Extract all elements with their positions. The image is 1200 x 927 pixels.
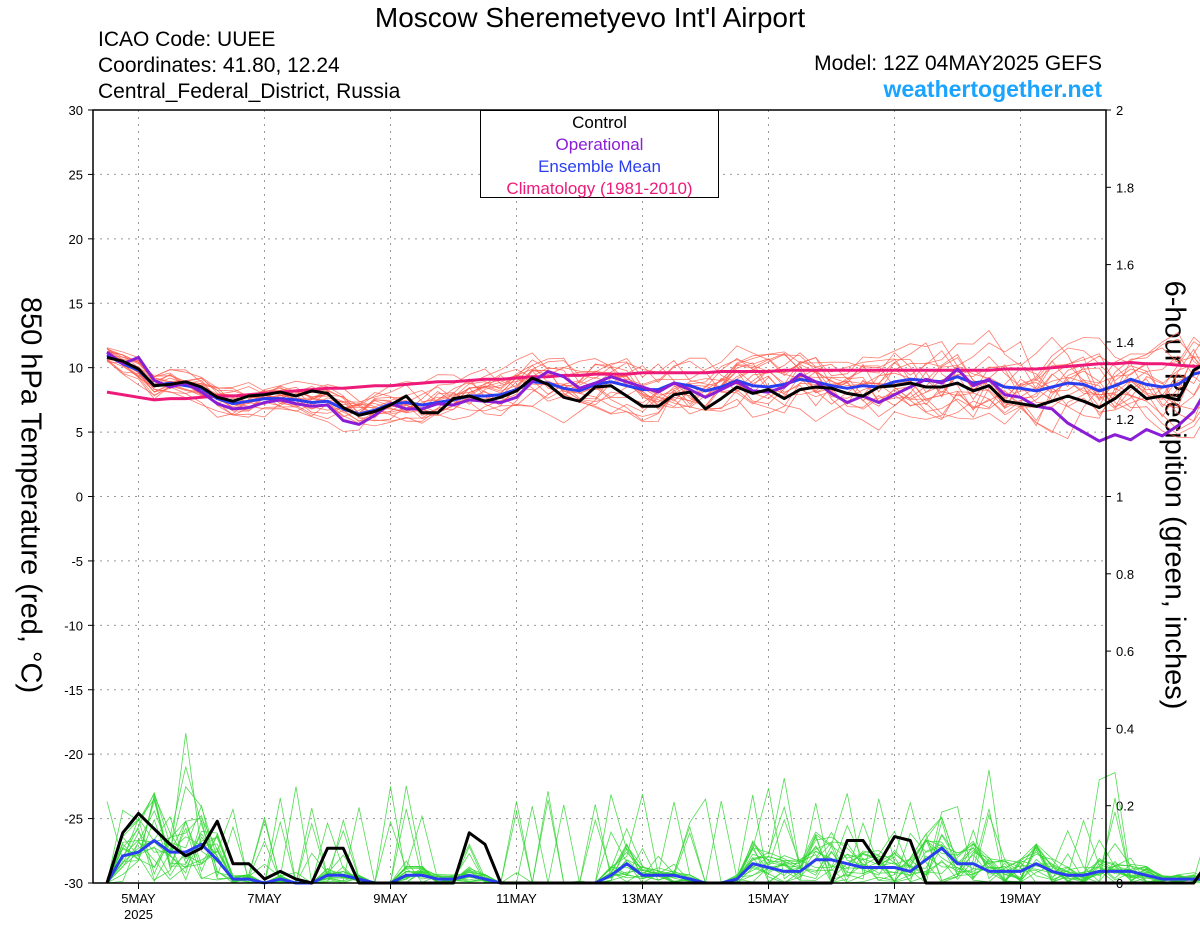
region: Central_Federal_District, Russia <box>98 80 401 103</box>
x-tick-label: 5MAY <box>121 891 156 906</box>
y-left-tick-label: 25 <box>69 167 83 182</box>
operational-line <box>106 350 1200 443</box>
precip-member-line <box>106 785 1200 884</box>
y-left-tick-label: 5 <box>76 425 83 440</box>
x-tick-label: 11MAY <box>496 891 537 906</box>
legend: Control Operational Ensemble Mean Climat… <box>480 110 719 198</box>
y-left-tick-label: -15 <box>64 683 83 698</box>
temp-member-line <box>106 352 1200 415</box>
legend-operational: Operational <box>555 135 644 154</box>
site-link[interactable]: weathertogether.net <box>883 76 1102 102</box>
y-left-tick-label: 30 <box>69 103 83 118</box>
x-tick-label: 17MAY <box>874 891 916 906</box>
climatology-line <box>106 361 1200 402</box>
legend-control: Control <box>572 113 627 132</box>
y-left-tick-label: -10 <box>64 618 83 633</box>
precip-member-line <box>106 786 1200 884</box>
icao-code: ICAO Code: UUEE <box>98 28 276 51</box>
y-left-tick-label: 0 <box>76 490 83 505</box>
y-right-tick-label: 0.4 <box>1116 721 1134 736</box>
y-left-tick-label: -5 <box>71 554 83 569</box>
legend-ensemble-mean: Ensemble Mean <box>538 157 661 176</box>
y-left-tick-label: -25 <box>64 812 83 827</box>
precip-member-line <box>106 788 1200 884</box>
y-left-tick-label: 15 <box>69 296 83 311</box>
y-right-tick-label: 1.6 <box>1116 258 1134 273</box>
temp-control-line <box>106 355 1200 417</box>
temp-member-line <box>106 341 1200 431</box>
x-tick-label: 9MAY <box>373 891 408 906</box>
y-right-tick-label: 1.4 <box>1116 335 1134 350</box>
y-left-tick-label: -30 <box>64 876 83 891</box>
x-year-label: 2025 <box>124 907 153 922</box>
y-left-tick-label: 20 <box>69 232 83 247</box>
x-tick-label: 19MAY <box>1000 891 1042 906</box>
precip-member-line <box>106 733 1200 884</box>
coordinates: Coordinates: 41.80, 12.24 <box>98 54 340 77</box>
y-right-tick-label: 0.2 <box>1116 799 1134 814</box>
x-tick-label: 13MAY <box>622 891 664 906</box>
y-left-tick-label: -20 <box>64 747 83 762</box>
y-right-tick-label: 1.8 <box>1116 180 1134 195</box>
precip-member-line <box>106 785 1200 885</box>
temp-member-line <box>106 351 1200 431</box>
y-right-tick-label: 0.8 <box>1116 567 1134 582</box>
precip-member-line <box>106 778 1200 884</box>
x-tick-label: 7MAY <box>247 891 282 906</box>
y-left-tick-label: 10 <box>69 361 83 376</box>
temp-member-line <box>106 329 1200 423</box>
temp-member-line <box>106 348 1200 422</box>
chart-title: Moscow Sheremetyevo Int'l Airport <box>374 2 806 33</box>
y-right-tick-label: 1.2 <box>1116 412 1134 427</box>
temp-member-line <box>106 343 1200 427</box>
temp-member-line <box>106 336 1200 434</box>
y-right-tick-label: 1 <box>1116 490 1123 505</box>
legend-climatology: Climatology (1981-2010) <box>506 179 693 198</box>
x-tick-label: 15MAY <box>748 891 790 906</box>
y-right-tick-label: 2 <box>1116 103 1123 118</box>
model-run: Model: 12Z 04MAY2025 GEFS <box>814 52 1102 75</box>
y-right-tick-label: 0.6 <box>1116 644 1134 659</box>
